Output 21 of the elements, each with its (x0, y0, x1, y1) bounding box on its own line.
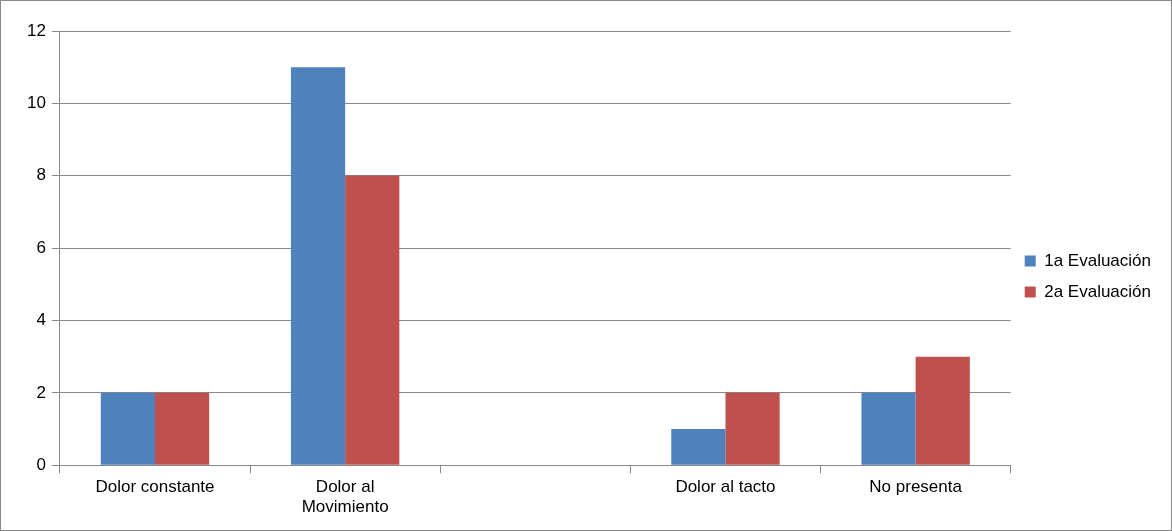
bar (290, 67, 346, 465)
bar (100, 392, 155, 465)
legend-label: 1a Evaluación (1044, 250, 1152, 270)
bar (915, 356, 970, 465)
x-tick-label: Dolor al tacto (675, 477, 776, 497)
y-tick-label: 8 (36, 165, 46, 185)
bar (671, 429, 726, 465)
bar (345, 175, 400, 465)
legend-label: 2a Evaluación (1044, 281, 1152, 301)
x-tick-label: Dolor constante (95, 477, 215, 497)
y-tick-label: 0 (36, 454, 46, 474)
y-tick-label: 12 (26, 20, 46, 40)
y-tick-label: 4 (36, 310, 46, 330)
bar (725, 392, 780, 465)
bar (154, 392, 210, 465)
bar (861, 392, 916, 465)
x-tick-label: Dolor al Movimiento (301, 477, 389, 517)
y-tick-label: 6 (36, 237, 46, 257)
x-tick-label: No presenta (869, 477, 963, 497)
y-tick-label: 2 (36, 382, 46, 402)
y-tick-label: 10 (26, 93, 46, 113)
